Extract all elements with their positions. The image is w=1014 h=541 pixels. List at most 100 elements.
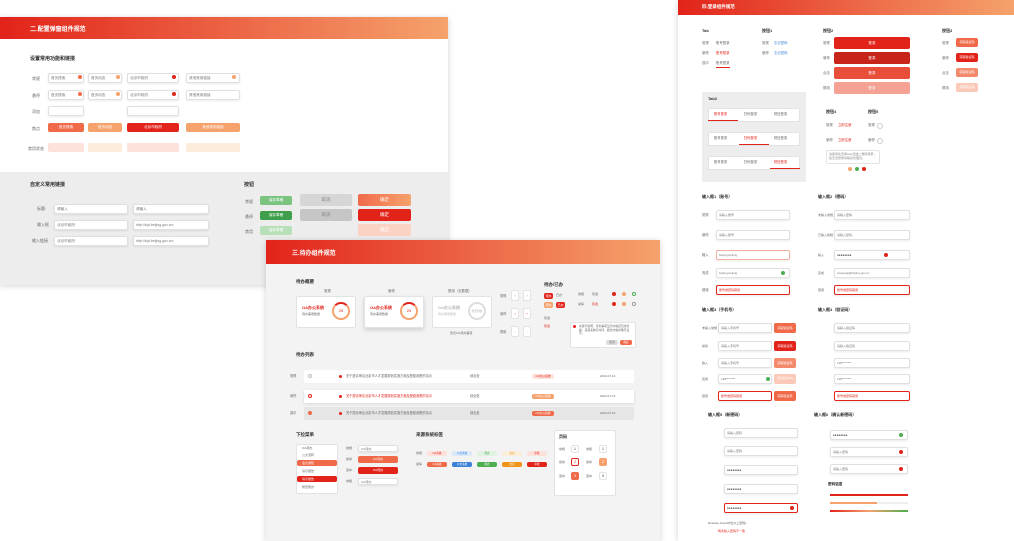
get-code-button[interactable]: 获取验证码 (956, 38, 978, 47)
link-chip[interactable]: 首页搜索 (48, 90, 84, 100)
link-chip-focus[interactable]: 首页搜索 (48, 123, 84, 132)
new-password-input[interactable]: ●●●●●●●● (724, 484, 798, 494)
url-input[interactable]: http://bjd.beijing.gov.cn/ (133, 236, 209, 246)
ok-button[interactable]: 确定 (358, 209, 411, 221)
link-chip[interactable]: 其他常用链接 (186, 73, 240, 83)
get-code-button[interactable]: 获取验证码 (774, 358, 796, 368)
title-input[interactable]: 请输入 (133, 204, 209, 214)
remove-icon[interactable] (172, 75, 176, 79)
edit-icon[interactable] (116, 92, 120, 96)
link-chip[interactable]: 北京市政府 (127, 73, 179, 83)
help-icon[interactable] (877, 138, 883, 144)
tab-item[interactable]: 账号登录 (714, 136, 728, 140)
radio-icon[interactable] (632, 302, 636, 306)
phone-input[interactable]: 请输入手机号 (718, 323, 772, 333)
tab-item[interactable]: 扫码登录 (744, 112, 758, 116)
filter-dropdown[interactable]: 筛选 (592, 302, 599, 306)
notice-ok-button[interactable]: 确定 (620, 340, 632, 345)
tab-item[interactable]: 短信登录 (774, 136, 788, 140)
list-row[interactable] (304, 370, 634, 383)
prev-arrow-icon[interactable]: ‹ (511, 308, 519, 319)
source-tag[interactable]: 会议 (502, 462, 522, 467)
remove-icon[interactable] (78, 92, 82, 96)
list-row-selected[interactable] (304, 407, 634, 420)
phone-input[interactable]: 138******** (718, 374, 772, 384)
tab-item[interactable]: 账号登录 (714, 160, 728, 164)
get-code-button[interactable]: 获取验证码 (774, 323, 796, 333)
source-tag[interactable]: 会议 (502, 451, 522, 456)
forgot-password-link[interactable]: 忘记密码 (774, 51, 788, 55)
link-chip-focus[interactable]: 北京市政府 (127, 123, 179, 132)
confirm-password-input[interactable]: 请输入密码 (830, 447, 908, 457)
link-chip-focus[interactable]: 首页动态 (88, 123, 122, 132)
dropdown-item[interactable]: 公文流转 (302, 453, 315, 457)
login-button[interactable]: 登录 (834, 67, 910, 79)
link-chip-focus[interactable]: 其他常用链接 (186, 123, 240, 132)
empty-slot[interactable] (127, 106, 179, 116)
page-number[interactable]: 2 (599, 458, 607, 466)
name-input[interactable]: 北京市政府 (54, 236, 128, 246)
tab-item[interactable]: 账号登录 (716, 41, 730, 45)
title-input[interactable]: 请输入 (54, 204, 128, 214)
password-input[interactable]: xiaoqing@beijing.gov.cn (834, 268, 910, 278)
page-number[interactable]: 1 (571, 445, 579, 453)
new-password-input[interactable]: 请输入密码 (724, 446, 798, 456)
forgot-password-link[interactable]: 忘记密码 (774, 41, 788, 45)
source-tag[interactable]: 公文系统 (452, 462, 472, 467)
eye-icon[interactable] (884, 253, 888, 257)
radio-icon[interactable] (632, 292, 636, 296)
source-tag[interactable]: 审批 (527, 462, 547, 467)
phone-input[interactable]: 账号或密码错误 (718, 391, 772, 401)
password-input[interactable]: 请输入密码 (834, 210, 910, 220)
cancel-button[interactable]: 取消 (300, 194, 352, 206)
page-number[interactable]: 3 (599, 472, 607, 480)
remove-icon[interactable] (78, 75, 82, 79)
login-button[interactable]: 登录 (834, 37, 910, 49)
password-input[interactable]: 请输入密码 (834, 230, 910, 240)
prev-arrow-icon[interactable]: ‹ (511, 290, 519, 301)
tab-item[interactable]: 扫码登录 (744, 160, 758, 164)
password-input[interactable]: 账号或密码错误 (834, 285, 910, 295)
link-chip[interactable]: 首页动态 (88, 73, 122, 83)
account-input[interactable]: 账号或密码错误 (716, 285, 790, 295)
code-input[interactable]: 请输入验证码 (834, 323, 910, 333)
dropdown-item-selected[interactable]: 请示报告 (297, 476, 337, 482)
dropdown-select[interactable]: OA待办 (358, 478, 398, 485)
tab-item[interactable]: 扫码登录 (744, 136, 758, 140)
remove-icon[interactable] (172, 92, 176, 96)
dropdown-select-selected[interactable]: OA待办 (358, 467, 398, 474)
tab-item[interactable]: 账号登录 (716, 61, 730, 65)
checkbox-checked-icon[interactable] (308, 411, 312, 415)
tab-item[interactable]: 短信登录 (774, 160, 788, 164)
phone-input[interactable]: 请输入手机号 (718, 341, 772, 351)
account-input[interactable]: 请输入账号 (716, 230, 790, 240)
source-tag[interactable]: 公文系统 (452, 451, 472, 456)
code-input[interactable]: 账号或密码错误 (834, 391, 910, 401)
link-chip[interactable]: 北京市政府 (127, 90, 179, 100)
next-arrow-icon[interactable]: › (523, 308, 531, 319)
get-code-button[interactable]: 获取验证码 (956, 53, 978, 62)
dropdown-item-hover[interactable]: 会议通知 (297, 460, 337, 466)
get-code-button[interactable]: 获取验证码 (956, 68, 978, 77)
page-number-selected[interactable]: 3 (571, 472, 579, 480)
code-input[interactable]: 138******** (834, 374, 910, 384)
dropdown-select-hover[interactable]: OA待办 (358, 456, 398, 463)
new-password-input[interactable]: ●●●●●●●● (724, 465, 798, 475)
get-code-button[interactable]: 获取验证码 (774, 341, 796, 351)
source-tag[interactable]: 督办 (477, 462, 497, 467)
page-number[interactable]: 2 (571, 458, 579, 466)
notice-cancel-button[interactable]: 取消 (606, 340, 618, 345)
tab-item[interactable]: 账号登录 (716, 51, 730, 55)
empty-slot[interactable] (48, 106, 84, 116)
page-number[interactable]: 1 (599, 445, 607, 453)
list-row-title[interactable]: 关于提请审议北京市人才发展规划实施方案及配套政策的请示 (346, 411, 433, 415)
source-tag[interactable]: 审批 (527, 451, 547, 456)
new-password-input[interactable]: 请输入密码 (724, 428, 798, 438)
login-button[interactable]: 登录 (834, 52, 910, 64)
source-tag[interactable]: OA系统 (427, 451, 447, 456)
edit-icon[interactable] (232, 75, 236, 79)
next-arrow-icon[interactable]: › (523, 290, 531, 301)
confirm-password-input[interactable]: ●●●●●●●● (830, 430, 908, 440)
filter-dropdown[interactable]: 筛选 (592, 292, 599, 296)
dropdown-item[interactable]: 督查督办 (302, 485, 315, 489)
